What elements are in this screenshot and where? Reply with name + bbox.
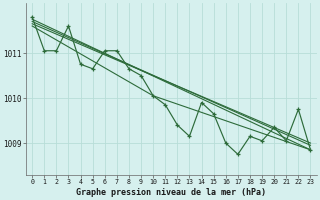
X-axis label: Graphe pression niveau de la mer (hPa): Graphe pression niveau de la mer (hPa) — [76, 188, 266, 197]
